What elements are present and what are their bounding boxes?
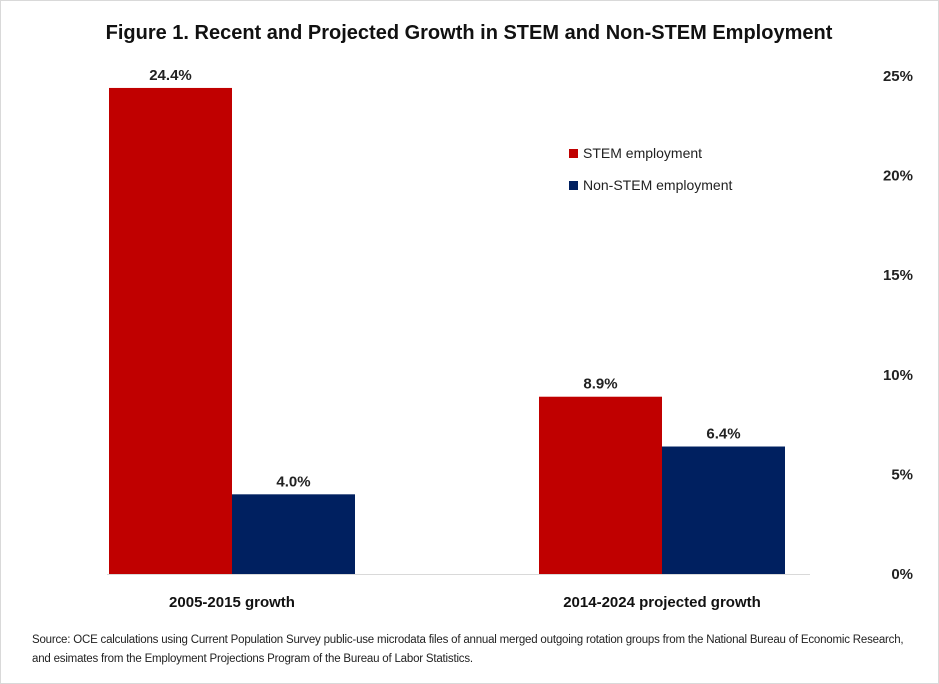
legend-swatch-stem [569,149,578,158]
y-tick-label: 0% [891,566,913,583]
legend: STEM employment Non-STEM employment [569,145,732,193]
y-tick-label: 15% [883,267,913,284]
y-tick-label: 20% [883,168,913,185]
data-label: 24.4% [149,67,192,84]
y-tick-label: 25% [883,68,913,85]
chart-title: Figure 1. Recent and Projected Growth in… [106,22,833,44]
data-labels-layer: 24.4% 8.9% 4.0% 6.4% [149,67,740,490]
data-label: 4.0% [276,473,310,490]
y-tick-label: 5% [891,466,913,483]
x-category-label: 2014-2024 projected growth [563,594,761,611]
bar-stem-0 [109,87,232,575]
data-label: 8.9% [583,376,617,393]
bar-non-stem-1 [662,446,785,574]
data-label: 6.4% [706,426,740,443]
legend-label: STEM employment [583,145,702,161]
x-axis-categories: 2005-2015 growth 2014-2024 projected grow… [169,594,761,611]
legend-swatch-non-stem [569,181,578,190]
x-category-label: 2005-2015 growth [169,594,295,611]
bars-layer [109,87,785,575]
bar-stem-1 [539,396,662,574]
source-note: Source: OCE calculations using Current P… [32,634,904,665]
bar-non-stem-0 [232,494,355,574]
y-tick-label: 10% [883,367,913,384]
legend-label: Non-STEM employment [583,177,732,193]
y-axis-ticks: 0% 5% 10% 15% 20% 25% [883,68,913,583]
